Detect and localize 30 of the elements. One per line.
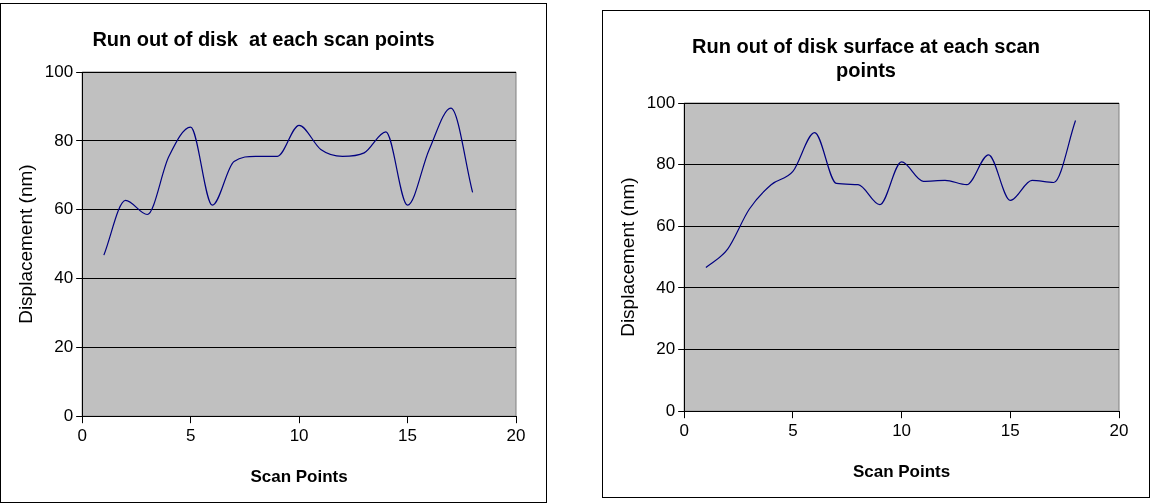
y-axis-title: Displacement (nm) <box>14 164 36 324</box>
y-axis-title: Displacement (nm) <box>616 177 638 337</box>
x-axis-title: Scan Points <box>250 467 348 487</box>
y-tick-label: 60 <box>656 215 676 235</box>
x-tick-label: 0 <box>77 426 87 446</box>
y-tick-label: 80 <box>54 130 74 150</box>
x-tick-label: 15 <box>1000 421 1020 441</box>
line-series <box>705 119 1077 269</box>
y-tick-label: 20 <box>656 339 676 359</box>
y-tick-label: 40 <box>54 268 74 288</box>
x-axis-title: Scan Points <box>852 462 951 482</box>
x-tick-label: 10 <box>892 421 912 441</box>
chart-title: Run out of disk at each scan points <box>92 27 435 50</box>
y-tick-label: 0 <box>665 400 676 420</box>
y-tick-label: 80 <box>656 154 676 174</box>
y-tick-label: 100 <box>646 92 676 112</box>
x-tick-label: 5 <box>185 426 196 446</box>
x-tick-label: 0 <box>679 421 689 441</box>
y-tick-label: 0 <box>63 405 74 425</box>
y-tick-label: 60 <box>54 199 74 219</box>
x-tick-label: 15 <box>398 426 417 446</box>
x-tick-label: 20 <box>1109 421 1129 441</box>
y-tick-label: 100 <box>44 61 74 81</box>
y-tick-label: 20 <box>54 337 74 357</box>
x-tick-label: 10 <box>289 426 309 446</box>
line-series <box>103 107 474 256</box>
x-tick-label: 5 <box>788 421 798 441</box>
y-tick-label: 40 <box>656 277 676 297</box>
x-tick-label: 20 <box>506 426 526 446</box>
chart-title: Run out of disk surface at each scan points <box>692 34 1040 81</box>
